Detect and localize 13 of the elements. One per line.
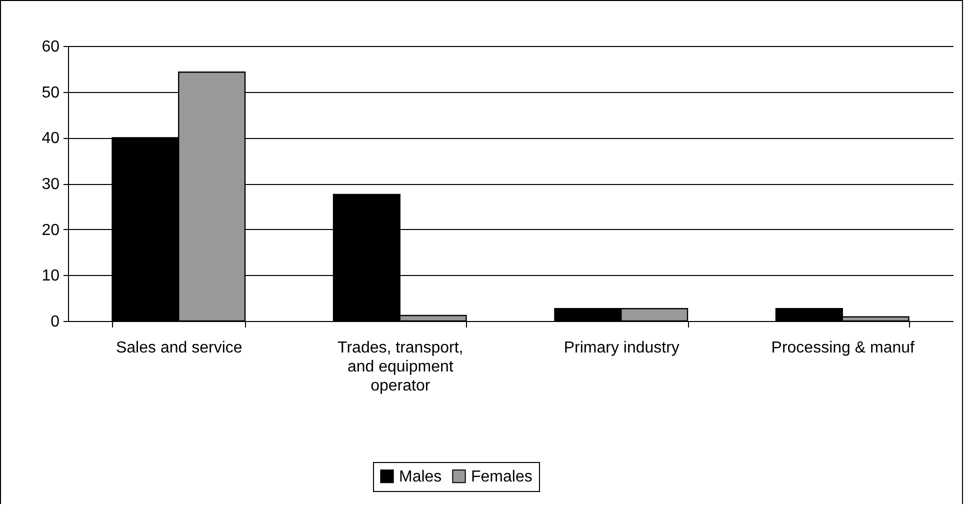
y-tick-label: 40 — [42, 130, 60, 148]
y-tick-label: 10 — [42, 268, 60, 285]
x-tick-label: Processing & manuf — [771, 340, 916, 356]
legend-label: Males — [399, 468, 442, 486]
y-tick-label: 30 — [42, 176, 60, 193]
y-tick-label: 60 — [42, 38, 60, 56]
x-tick-label: Primary industry — [564, 340, 680, 356]
y-tick-label: 0 — [50, 314, 60, 330]
legend-label: Females — [471, 468, 532, 486]
y-tick-label: 50 — [42, 84, 60, 102]
y-tick-label: 20 — [42, 222, 60, 239]
x-tick-label: Sales and service — [116, 340, 242, 356]
x-tick-label: Trades, transport, and equipment operator — [338, 340, 464, 394]
